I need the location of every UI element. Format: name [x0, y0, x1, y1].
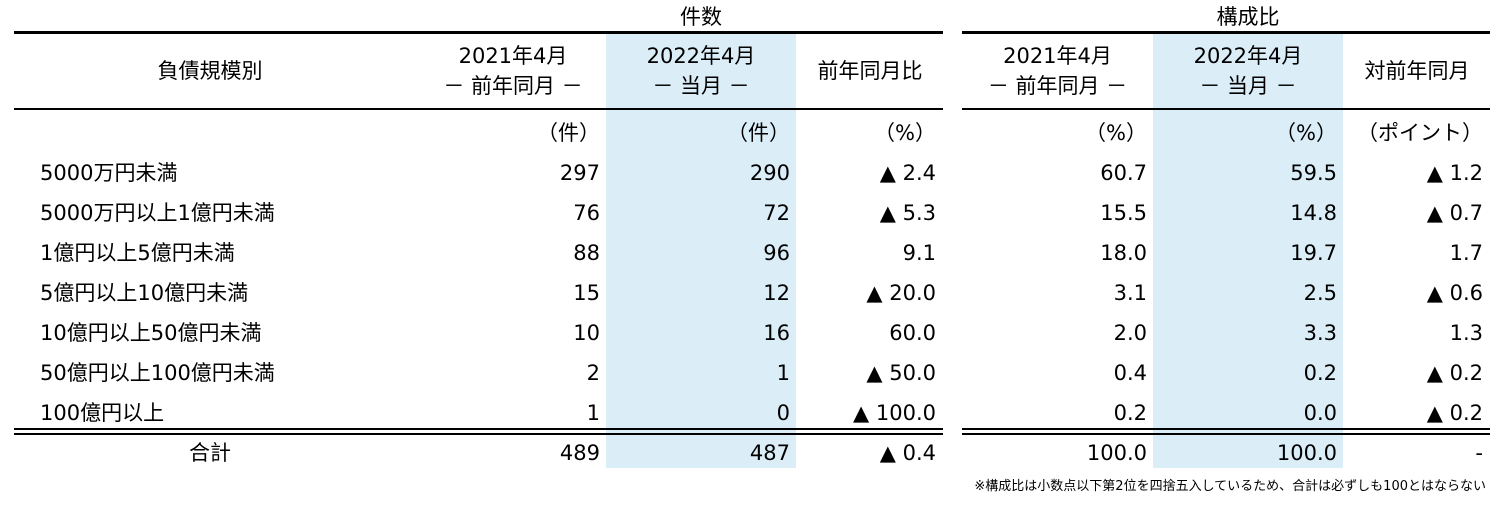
total-comp-prev: 100.0: [1086, 441, 1147, 465]
row-label: 100億円以上: [40, 401, 165, 425]
row-current-count: 1: [776, 361, 790, 385]
group-header-count: 件数: [680, 5, 722, 29]
row-comp-diff: ▲ 1.2: [1426, 161, 1483, 185]
row-label: 5億円以上10億円未満: [40, 281, 249, 305]
row-comp-diff: 1.3: [1449, 321, 1483, 345]
current-month-composition-highlight: [1153, 32, 1343, 468]
total-rule-left-1: [14, 428, 943, 430]
row-comp-diff: ▲ 0.2: [1426, 401, 1483, 425]
row-comp-prev: 0.4: [1113, 361, 1147, 385]
total-rule-left-2: [14, 433, 943, 435]
row-prev-count: 15: [573, 281, 600, 305]
row-comp-diff: 1.7: [1449, 241, 1483, 265]
row-comp-current: 19.7: [1290, 241, 1337, 265]
header-top-rule-right: [962, 31, 1490, 34]
row-label: 10億円以上50億円未満: [40, 321, 262, 345]
row-yoy-ratio: ▲ 100.0: [853, 401, 936, 425]
row-comp-prev: 60.7: [1100, 161, 1147, 185]
unit-comp-prev: （%）: [1085, 121, 1147, 145]
column-header-current-line2: － 当月 －: [652, 74, 750, 98]
row-current-count: 0: [776, 401, 790, 425]
footnote: ※構成比は小数点以下第2位を四捨五入しているため、合計は必ずしも100とはならな…: [974, 479, 1486, 494]
column-header-category: 負債規模別: [157, 59, 263, 83]
header-bottom-rule-right: [962, 108, 1490, 110]
row-label: 5000万円未満: [40, 161, 178, 185]
row-prev-count: 2: [586, 361, 600, 385]
total-rule-right-1: [962, 428, 1490, 430]
unit-prev: （件）: [537, 121, 600, 145]
row-prev-count: 76: [573, 201, 600, 225]
total-yoy: ▲ 0.4: [879, 441, 936, 465]
row-current-count: 16: [763, 321, 790, 345]
total-current: 487: [749, 441, 790, 465]
row-yoy-ratio: 60.0: [889, 321, 936, 345]
row-comp-prev: 2.0: [1113, 321, 1147, 345]
row-current-count: 12: [763, 281, 790, 305]
column-header-comp-prev-line2: － 前年同月 －: [987, 74, 1128, 98]
row-comp-diff: ▲ 0.7: [1426, 201, 1483, 225]
unit-current: （件）: [727, 121, 790, 145]
row-current-count: 96: [763, 241, 790, 265]
column-header-comp-current-line2: － 当月 －: [1199, 74, 1297, 98]
current-month-count-highlight: [606, 32, 796, 468]
row-label: 50億円以上100億円未満: [40, 361, 275, 385]
row-yoy-ratio: ▲ 20.0: [866, 281, 936, 305]
row-prev-count: 1: [586, 401, 600, 425]
row-comp-current: 59.5: [1290, 161, 1337, 185]
row-yoy-ratio: ▲ 5.3: [879, 201, 936, 225]
row-prev-count: 297: [559, 161, 600, 185]
total-prev: 489: [559, 441, 600, 465]
row-prev-count: 88: [573, 241, 600, 265]
column-header-prev-year-line2: － 前年同月 －: [443, 74, 583, 98]
row-comp-current: 0.2: [1303, 361, 1337, 385]
total-rule-right-2: [962, 433, 1490, 435]
row-current-count: 72: [763, 201, 790, 225]
unit-yoy: （%）: [874, 121, 936, 145]
row-comp-prev: 15.5: [1100, 201, 1147, 225]
column-header-comp-current-line1: 2022年4月: [1193, 44, 1303, 68]
row-comp-diff: ▲ 0.2: [1426, 361, 1483, 385]
header-bottom-rule-left: [14, 108, 943, 110]
total-comp-current: 100.0: [1276, 441, 1337, 465]
row-label: 5000万円以上1億円未満: [40, 201, 275, 225]
group-header-composition: 構成比: [1216, 5, 1280, 29]
row-comp-prev: 0.2: [1113, 401, 1147, 425]
header-top-rule-left: [14, 31, 943, 34]
column-header-comp-prev-line1: 2021年4月: [1003, 44, 1112, 68]
column-header-comp-diff: 対前年同月: [1364, 59, 1470, 83]
row-comp-prev: 18.0: [1100, 241, 1147, 265]
row-comp-current: 0.0: [1303, 401, 1337, 425]
row-yoy-ratio: ▲ 2.4: [879, 161, 936, 185]
unit-comp-diff: （ポイント）: [1357, 121, 1483, 145]
total-comp-diff: -: [1475, 441, 1483, 465]
row-comp-diff: ▲ 0.6: [1426, 281, 1483, 305]
row-comp-prev: 3.1: [1113, 281, 1147, 305]
column-header-prev-year-line1: 2021年4月: [458, 44, 568, 68]
row-comp-current: 2.5: [1303, 281, 1337, 305]
row-label: 1億円以上5億円未満: [40, 241, 235, 265]
column-header-current-line1: 2022年4月: [646, 44, 756, 68]
row-comp-current: 14.8: [1290, 201, 1337, 225]
unit-comp-current: （%）: [1275, 121, 1337, 145]
row-prev-count: 10: [573, 321, 600, 345]
row-comp-current: 3.3: [1303, 321, 1337, 345]
total-label: 合計: [189, 441, 231, 465]
row-yoy-ratio: 9.1: [902, 241, 936, 265]
row-yoy-ratio: ▲ 50.0: [866, 361, 936, 385]
column-header-yoy-ratio: 前年同月比: [817, 59, 923, 83]
row-current-count: 290: [749, 161, 790, 185]
